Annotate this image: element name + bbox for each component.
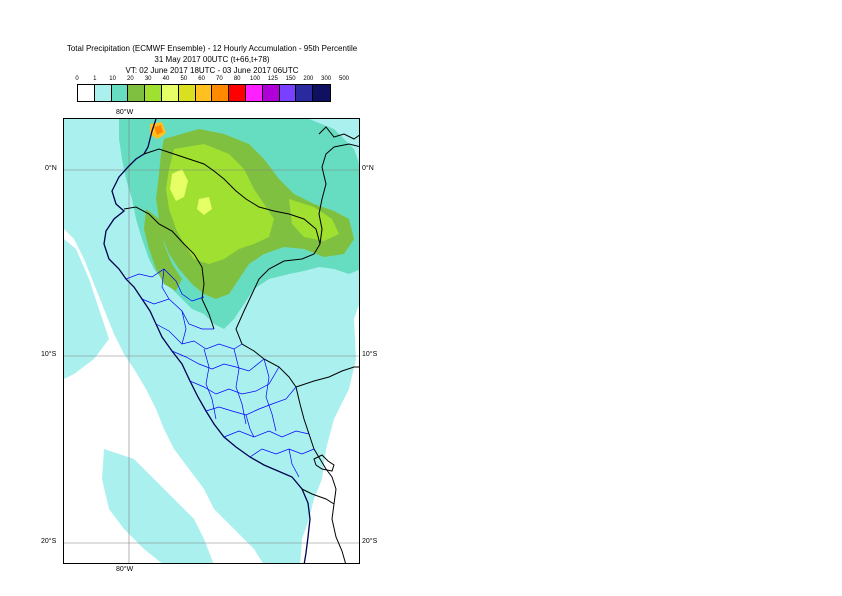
map-title: Total Precipitation (ECMWF Ensemble) - 1… [0, 43, 424, 76]
legend-threshold-label: 50 [180, 76, 188, 82]
admin-line-5 [189, 366, 280, 395]
legend-threshold-label: 40 [162, 76, 170, 82]
admin-boundaries [125, 268, 315, 478]
title-line-1: Total Precipitation (ECMWF Ensemble) - 1… [66, 44, 358, 53]
legend-threshold-label: 60 [198, 76, 205, 82]
admin-line-6 [205, 386, 297, 416]
border-peru-bolivia [295, 386, 337, 505]
legend-threshold-label: 100 [249, 76, 261, 82]
legend-swatch-12 [279, 85, 297, 101]
border-colombia-ecuador [143, 148, 321, 245]
legend-threshold-label: 300 [321, 76, 332, 82]
legend-threshold-label: 125 [267, 76, 278, 82]
legend-threshold-label: 1 [93, 76, 97, 82]
legend-threshold-label: 70 [216, 76, 223, 82]
legend-swatch-13 [296, 85, 314, 101]
border-colombia-venezuela [318, 126, 359, 140]
precip-area-40mm-2 [197, 197, 212, 215]
legend-swatch-7 [195, 85, 213, 101]
legend-threshold-label: 0 [75, 76, 79, 82]
admin-line-3 [155, 323, 243, 350]
lat-label-right-0: 0°N [362, 165, 374, 172]
admin-line-15 [288, 448, 300, 478]
legend-threshold-label: 500 [338, 76, 350, 82]
legend-swatch-0 [78, 85, 95, 101]
admin-line-10 [233, 348, 247, 425]
map-canvas [64, 119, 359, 563]
color-legend: 0 1 10 20 30 40 50 60 70 80 100 125 150 200 300 500 [75, 76, 350, 102]
title-line-3: VT: 02 June 2017 18UTC - 03 June 2017 06… [125, 66, 299, 75]
precipitation-map [63, 118, 360, 564]
precip-area-30mm-east [289, 199, 339, 241]
lon-label-bottom: 80°W [116, 566, 134, 573]
border-ecuador-peru [123, 206, 215, 330]
legend-colorbar [77, 84, 331, 102]
precip-area-southwest [102, 449, 214, 563]
legend-threshold-label: 30 [144, 76, 152, 82]
lat-label-left-0: 0°N [45, 165, 57, 172]
legend-threshold-label: 20 [127, 76, 134, 82]
lake-titicaca [313, 454, 335, 472]
legend-threshold-label: 200 [303, 76, 314, 82]
legend-threshold-label: 80 [233, 76, 241, 82]
precip-area-40mm [170, 169, 188, 201]
title-line-2: 31 May 2017 00UTC (t+66,t+78) [154, 55, 270, 64]
legend-threshold-label: 150 [285, 76, 296, 82]
border-chile-bolivia [331, 503, 346, 563]
legend-swatch-3 [128, 85, 146, 101]
legend-threshold-label: 10 [109, 76, 116, 82]
legend-swatch-9 [229, 85, 246, 101]
lon-label-top: 80°W [116, 109, 134, 116]
legend-swatch-1 [94, 85, 112, 101]
lat-label-right-20: 20°S [362, 538, 378, 545]
precip-area-80mm [154, 125, 163, 135]
lat-label-left-10: 10°S [41, 351, 57, 358]
admin-line-1 [125, 268, 205, 302]
border-bolivia-brazil [295, 366, 359, 388]
precip-area-30mm [166, 144, 274, 264]
border-peru-chile [301, 488, 335, 505]
legend-swatch-14 [313, 85, 330, 101]
precip-area-offshore [64, 239, 109, 379]
country-borders [123, 126, 359, 563]
admin-line-11 [263, 358, 277, 432]
legend-swatch-8 [212, 85, 230, 101]
legend-swatch-4 [145, 85, 162, 101]
admin-line-8 [249, 448, 315, 458]
admin-line-7 [223, 430, 310, 438]
admin-line-12 [181, 310, 187, 345]
legend-swatch-11 [262, 85, 280, 101]
admin-line-13 [161, 268, 170, 300]
admin-line-14 [245, 414, 255, 438]
admin-line-4 [171, 350, 265, 372]
legend-swatch-10 [245, 85, 263, 101]
border-colombia-brazil [318, 143, 359, 245]
lat-label-right-10: 10°S [362, 351, 378, 358]
admin-line-9 [203, 348, 217, 420]
legend-swatch-2 [111, 85, 129, 101]
border-peru-brazil [235, 243, 321, 388]
legend-swatch-6 [178, 85, 196, 101]
precip-area-20mm-west [144, 209, 182, 291]
lat-label-left-20: 20°S [41, 538, 57, 545]
legend-labels: 0 1 10 20 30 40 50 60 70 80 100 125 150 200 300 500 [75, 76, 350, 85]
legend-swatch-5 [161, 85, 179, 101]
